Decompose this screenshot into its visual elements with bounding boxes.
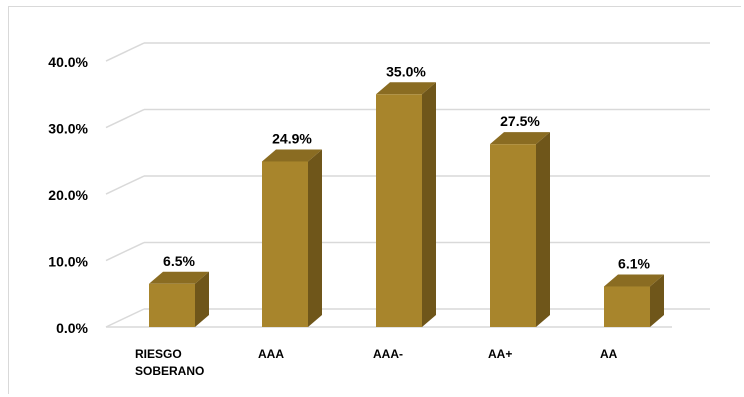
bar-side xyxy=(422,82,436,327)
x-tick-label: AAA- xyxy=(373,347,403,361)
data-label: 6.5% xyxy=(163,253,195,269)
y-axis-ticks: 0.0% 10.0% 20.0% 30.0% 40.0% xyxy=(48,54,88,336)
x-tick-label: RIESGO SOBERANO xyxy=(135,347,204,378)
gridline-diagonal xyxy=(105,108,145,129)
data-label: 24.9% xyxy=(272,130,312,146)
data-labels: 6.5% 24.9% 35.0% 27.5% 6.1% xyxy=(163,63,650,271)
bar-side xyxy=(195,271,209,327)
y-tick-label: 10.0% xyxy=(48,254,88,270)
bar xyxy=(149,271,209,327)
bars xyxy=(149,82,664,327)
data-label: 35.0% xyxy=(386,63,426,79)
x-tick-label: AAA xyxy=(258,347,284,361)
y-tick-label: 20.0% xyxy=(48,187,88,203)
bar-side xyxy=(650,274,664,327)
gridline-diagonal xyxy=(105,241,145,262)
gridline-diagonal xyxy=(105,175,145,195)
bar-top xyxy=(149,271,209,284)
data-label: 6.1% xyxy=(618,255,650,271)
bar xyxy=(262,149,322,327)
bar-side xyxy=(308,149,322,327)
gridline-diagonal xyxy=(105,308,145,328)
bar-front xyxy=(262,161,308,327)
chart-frame xyxy=(8,6,741,394)
gridline-diagonal xyxy=(105,42,145,62)
bar-front xyxy=(490,144,536,327)
y-tick-label: 40.0% xyxy=(48,54,88,70)
bar-top xyxy=(490,132,550,145)
bar-top xyxy=(262,149,322,162)
bar-top xyxy=(376,82,436,95)
bar-front xyxy=(604,286,650,327)
x-tick-label: AA xyxy=(600,347,618,361)
y-tick-label: 30.0% xyxy=(48,121,88,137)
x-tick-label: AA+ xyxy=(488,347,512,361)
bar-front xyxy=(376,94,422,327)
x-axis-ticks: RIESGO SOBERANO AAA AAA- AA+ AA xyxy=(135,347,618,378)
bar-front xyxy=(149,283,195,327)
bar xyxy=(604,274,664,327)
bar xyxy=(376,82,436,327)
bar xyxy=(490,132,550,327)
data-label: 27.5% xyxy=(500,113,540,129)
bar-side xyxy=(536,132,550,327)
y-tick-label: 0.0% xyxy=(56,320,88,336)
bar-top xyxy=(604,274,664,287)
